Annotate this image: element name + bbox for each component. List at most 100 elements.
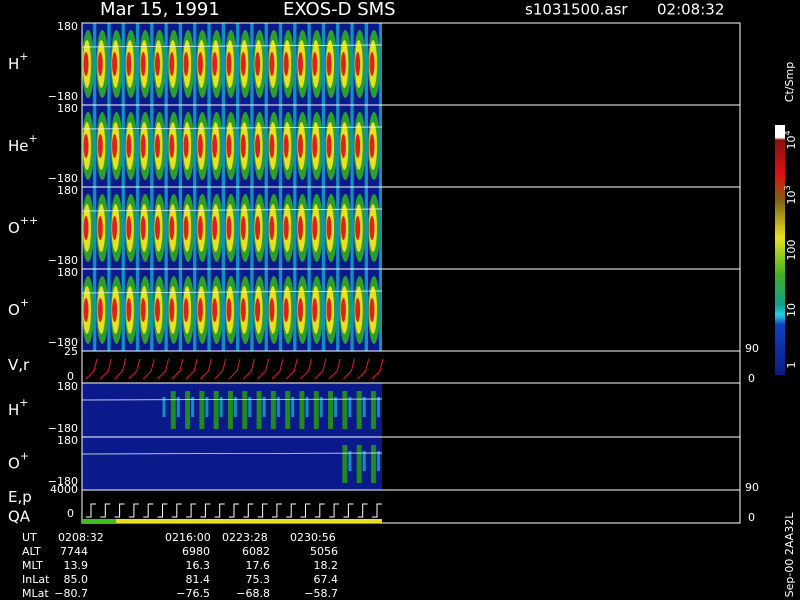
trace [81,44,383,48]
ep-trace [243,503,254,518]
panel-frame [81,489,741,524]
row-label: ALT [22,545,41,558]
label-charge: + [20,296,29,309]
y-bottom: −180 [48,254,78,267]
row-value: 0223:28 [222,531,268,544]
vr-trace [142,358,155,380]
row-value: −76.5 [176,587,210,600]
y-bottom: 0 [67,507,74,520]
row-value: −80.7 [54,587,88,600]
row-value: 7744 [60,545,88,558]
ep-trace [186,503,197,518]
spectrogram-data [82,187,382,269]
ep-trace [86,503,96,518]
spectrogram-data [82,269,382,351]
ep-trace [372,503,382,518]
trace [81,126,383,130]
row-value: 16.3 [186,559,211,572]
qa-bar [82,519,116,523]
colorbar-exp: 3 [783,185,792,190]
y-bottom: −180 [48,336,78,349]
spectrogram-data [82,23,382,105]
row-label: InLat [22,573,50,586]
row-value: 67.4 [314,573,339,586]
row-value: 0230:56 [290,531,336,544]
label-base: He [8,137,29,155]
vr-trace [200,358,212,380]
y-top: 180 [57,20,78,33]
spectrogram [81,269,383,351]
panel-label: E,p [8,488,32,506]
qa-label: QA [8,508,31,526]
row-value: 81.4 [186,573,211,586]
y-top: 4000 [50,483,78,496]
colorbar-base: 10 [785,191,798,205]
ep-trace [171,503,182,518]
vr-trace [114,358,127,380]
vr-trace [228,358,241,380]
ep-trace [214,503,225,518]
y-top: 25 [64,345,78,358]
label-base: E,p [8,488,32,506]
ep-trace [157,503,168,518]
y-bottom: −180 [48,172,78,185]
trace [81,398,383,401]
panel-label: O++ [8,214,38,237]
trace [81,452,383,455]
panel-label: O+ [8,450,29,473]
instrument: EXOS-D SMS [283,0,396,20]
vr-trace [328,358,341,380]
ep-trace [143,503,154,518]
ep-trace [343,503,354,518]
panel-label: He+ [8,132,38,155]
label-charge: + [19,396,28,409]
label-base: V,r [8,356,30,374]
label-base: O [8,301,20,319]
label-base: O [8,454,20,472]
ep-trace [114,503,125,518]
y-bottom: −180 [48,422,78,435]
vr-trace [357,358,370,380]
label-charge: + [19,50,28,63]
y2-top: 90 [745,481,759,494]
row-label: MLT [22,559,43,572]
label-base: O [8,219,20,237]
row-value: 17.6 [246,559,271,572]
row-value: 13.9 [64,559,89,572]
ep-trace [257,503,268,518]
y2-bottom: 0 [748,511,755,524]
ep-trace [271,503,282,518]
spectrogram-data [162,383,382,437]
spectrogram [81,383,383,437]
ep-trace [229,503,239,518]
row-value: −58.7 [304,587,338,600]
colorbar-label: 100 [785,240,798,261]
colorbar-base: 10 [785,136,798,150]
stamp: Sep-00 2AA32L [783,512,796,598]
row-value: 0216:00 [165,531,211,544]
row-value: 85.0 [64,573,89,586]
vr-trace [128,358,141,380]
colorbar-base: 1 [785,362,798,369]
vr-trace [371,358,384,380]
qa-bar [82,519,382,523]
time: 02:08:32 [657,1,724,19]
trace [81,290,383,294]
row-value: 18.2 [314,559,339,572]
label-base: H [8,55,19,73]
panel-label: O+ [8,296,29,319]
y-top: 180 [57,266,78,279]
trace [81,208,383,212]
y-bottom: 0 [67,370,74,383]
row-value: 5056 [310,545,338,558]
row-value: −68.8 [236,587,270,600]
y2-top: 90 [745,342,759,355]
label-charge: + [29,132,38,145]
row-value: 6082 [242,545,270,558]
row-label: MLat [22,587,49,600]
y-top: 180 [57,380,78,393]
ep-trace [286,503,297,518]
colorbar-label: 103 [783,185,799,204]
ep-trace [200,503,211,518]
